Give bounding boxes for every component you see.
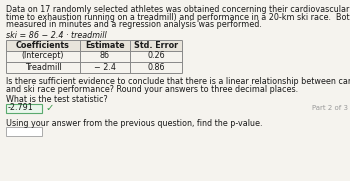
FancyBboxPatch shape: [6, 104, 42, 113]
Text: Data on 17 randomly selected athletes was obtained concerning their cardiovascul: Data on 17 randomly selected athletes wa…: [6, 5, 350, 14]
Text: What is the test statistic?: What is the test statistic?: [6, 96, 108, 104]
Text: Treadmill: Treadmill: [25, 62, 61, 71]
Text: Std. Error: Std. Error: [134, 41, 178, 49]
Text: -2.791: -2.791: [8, 104, 34, 113]
FancyBboxPatch shape: [6, 127, 42, 136]
Text: Part 2 of 3: Part 2 of 3: [312, 105, 348, 111]
Text: 0.26: 0.26: [147, 52, 165, 60]
Text: Using your answer from the previous question, find the p-value.: Using your answer from the previous ques…: [6, 119, 262, 127]
Text: − 2.4: − 2.4: [94, 62, 116, 71]
Bar: [6, 39, 182, 50]
Text: (Intercept): (Intercept): [22, 52, 64, 60]
Text: Is there sufficient evidence to conclude that there is a linear relationship bet: Is there sufficient evidence to conclude…: [6, 77, 350, 87]
Text: ski = 86 − 2.4 · treadmill: ski = 86 − 2.4 · treadmill: [6, 31, 107, 39]
Text: 86: 86: [100, 52, 110, 60]
Text: time to exhaustion running on a treadmill) and performance in a 20-km ski race. : time to exhaustion running on a treadmil…: [6, 12, 350, 22]
Text: measured in minutes and a regression analysis was performed.: measured in minutes and a regression ana…: [6, 20, 262, 29]
Text: Estimate: Estimate: [85, 41, 125, 49]
Text: ✓: ✓: [45, 103, 54, 113]
Text: 0.86: 0.86: [147, 62, 165, 71]
Text: Coefficients: Coefficients: [16, 41, 70, 49]
Text: and ski race performance? Round your answers to three decimal places.: and ski race performance? Round your ans…: [6, 85, 298, 94]
